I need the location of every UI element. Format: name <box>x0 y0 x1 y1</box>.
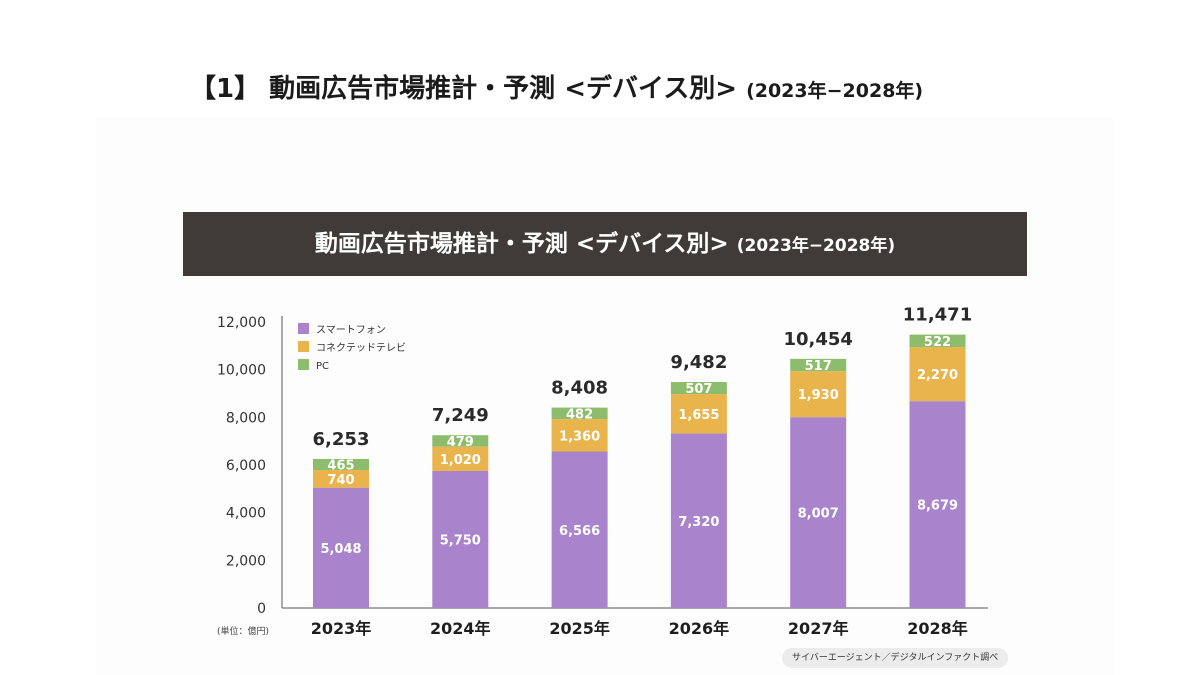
bar-total-label: 9,482 <box>670 352 727 373</box>
x-tick-label: 2028年 <box>907 619 968 638</box>
bar-total-label: 6,253 <box>313 429 370 450</box>
bar-segment-smartphone <box>551 451 608 608</box>
y-tick-label: 6,000 <box>226 458 266 474</box>
segment-value-label: 7,320 <box>678 515 719 530</box>
segment-value-label: 1,020 <box>440 453 481 468</box>
x-tick-label: 2027年 <box>788 619 849 638</box>
segment-value-label: 522 <box>924 335 951 350</box>
segment-value-label: 2,270 <box>917 368 958 383</box>
bar-segment-pc <box>551 407 608 420</box>
segment-value-label: 482 <box>566 407 593 422</box>
bar-segment-smartphone <box>432 470 489 608</box>
legend-swatch-ctv <box>298 341 309 352</box>
y-tick-label: 10,000 <box>217 363 266 379</box>
bar-segment-pc <box>313 458 369 471</box>
x-tick-label: 2024年 <box>430 619 491 638</box>
bar-total-label: 11,471 <box>903 305 972 326</box>
bar-total-label: 7,249 <box>432 405 489 426</box>
bar-segment-ctv <box>313 470 369 488</box>
page-title-main: 【1】 動画広告市場推計・予測 <デバイス別> <box>190 74 737 104</box>
segment-value-label: 8,007 <box>798 507 839 522</box>
segment-value-label: 517 <box>805 359 832 374</box>
bar-segment-smartphone <box>790 417 847 608</box>
segment-value-label: 6,566 <box>559 524 600 539</box>
bar-segment-pc <box>790 358 847 372</box>
source-badge: サイバーエージェント／デジタルインファクト調べ <box>782 648 1009 668</box>
legend-label: コネクテッドテレビ <box>316 342 406 354</box>
legend-label: スマートフォン <box>316 325 386 336</box>
chart-banner: 動画広告市場推計・予測 <デバイス別> (2023年−2028年) <box>183 212 1027 276</box>
bar-segment-smartphone <box>670 433 727 608</box>
x-tick-label: 2026年 <box>669 619 730 638</box>
bar-segment-pc <box>909 334 966 348</box>
segment-value-label: 5,048 <box>320 542 361 557</box>
page-title-years: (2023年−2028年) <box>746 80 924 102</box>
bar-segment-ctv <box>670 394 727 434</box>
segment-value-label: 5,750 <box>440 533 481 548</box>
y-tick-label: 2,000 <box>226 553 266 569</box>
y-tick-label: 4,000 <box>226 506 266 522</box>
segment-value-label: 1,655 <box>678 408 719 423</box>
x-tick-label: 2025年 <box>549 619 610 638</box>
legend-label: PC <box>316 361 329 372</box>
bar-segment-ctv <box>909 347 966 402</box>
segment-value-label: 740 <box>327 473 354 488</box>
page-title: 【1】 動画広告市場推計・予測 <デバイス別> (2023年−2028年) <box>190 68 1090 105</box>
segment-value-label: 1,930 <box>798 388 839 403</box>
y-tick-label: 0 <box>257 601 266 617</box>
bar-segment-smartphone <box>909 401 966 608</box>
segment-value-label: 1,360 <box>559 429 600 444</box>
bar-segment-pc <box>432 435 489 447</box>
chart-banner-title: 動画広告市場推計・予測 <デバイス別> <box>314 231 729 257</box>
bar-total-label: 10,454 <box>783 329 852 350</box>
bar-total-label: 8,408 <box>551 378 608 399</box>
chart-banner-years: (2023年−2028年) <box>736 236 896 256</box>
legend-swatch-pc <box>298 359 309 370</box>
segment-value-label: 507 <box>685 382 712 397</box>
y-tick-label: 12,000 <box>217 315 266 331</box>
bar-segment-ctv <box>432 446 489 471</box>
segment-value-label: 8,679 <box>917 499 958 514</box>
bar-segment-ctv <box>551 419 608 452</box>
y-tick-label: 8,000 <box>226 410 266 426</box>
bar-segment-pc <box>670 382 727 395</box>
x-tick-label: 2023年 <box>311 619 372 638</box>
legend-swatch-smartphone <box>298 323 309 334</box>
bar-segment-smartphone <box>313 487 369 608</box>
unit-label: (単位：億円) <box>217 627 270 637</box>
segment-value-label: 479 <box>447 435 474 450</box>
segment-value-label: 465 <box>327 459 354 474</box>
bar-segment-ctv <box>790 371 847 418</box>
